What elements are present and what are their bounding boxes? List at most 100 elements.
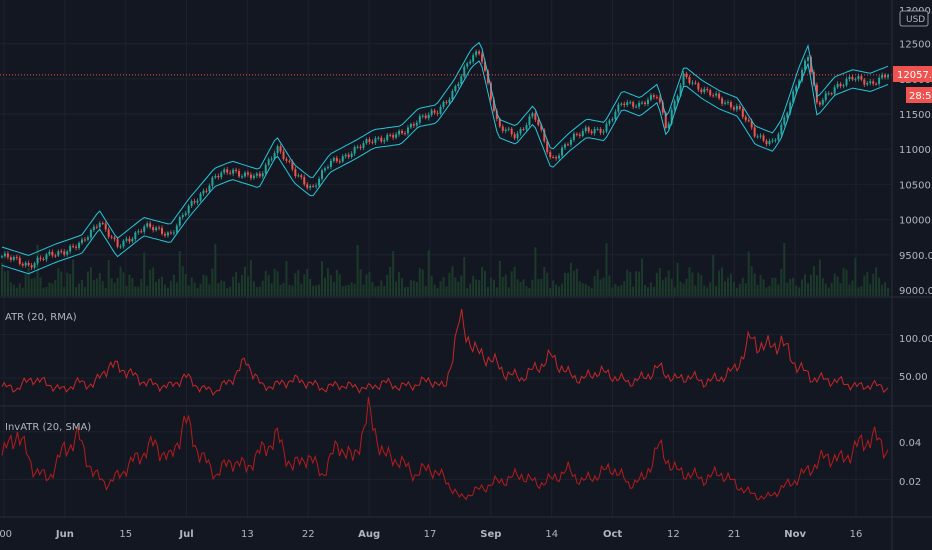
- candle-body: [581, 131, 584, 136]
- volume-bar: [866, 271, 869, 296]
- candle-body: [833, 87, 836, 94]
- volume-bar: [246, 276, 249, 296]
- volume-bar: [836, 276, 839, 296]
- volume-bar: [872, 273, 875, 296]
- volume-bar: [442, 277, 445, 296]
- candle-body: [712, 95, 715, 97]
- volume-bar: [534, 247, 537, 296]
- candle-body: [608, 120, 611, 124]
- candle-body: [801, 69, 804, 81]
- currency-badge[interactable]: [899, 10, 929, 27]
- candle-body: [735, 106, 738, 110]
- volume-bar: [652, 286, 655, 296]
- volume-bar: [421, 269, 424, 296]
- volume-bar: [329, 275, 332, 296]
- candle-body: [39, 257, 42, 259]
- volume-bar: [202, 274, 205, 296]
- candle-body: [442, 101, 445, 107]
- candle-body: [670, 109, 673, 124]
- volume-bar: [801, 279, 804, 296]
- candle-body: [45, 254, 48, 260]
- candle-body: [60, 251, 63, 253]
- volume-bar: [110, 278, 113, 296]
- candle-body: [472, 55, 475, 62]
- volume-bar: [241, 274, 244, 296]
- volume-bar: [383, 285, 386, 296]
- volume-bar: [406, 287, 409, 296]
- volume-bar: [839, 283, 842, 296]
- volume-bar: [789, 278, 792, 296]
- volume-bar: [27, 267, 30, 296]
- volume-bar: [706, 287, 709, 296]
- volume-bar: [531, 279, 534, 296]
- candle-body: [409, 123, 412, 128]
- candle-body: [629, 102, 632, 104]
- candle-body: [122, 240, 125, 247]
- candle-body: [321, 170, 324, 179]
- volume-bar: [792, 277, 795, 296]
- candle-body: [795, 86, 798, 92]
- candle-body: [484, 61, 487, 71]
- candle-body: [697, 83, 700, 90]
- price-pane[interactable]: [0, 41, 892, 275]
- candle-body: [780, 124, 783, 135]
- atr-pane[interactable]: [1, 308, 889, 396]
- volume-bar: [795, 285, 798, 296]
- invatr-pane[interactable]: [1, 397, 889, 501]
- candle-body: [495, 110, 498, 119]
- price-axis[interactable]: 13000.00 USD 9000.009500.0010000.0010500…: [899, 6, 932, 297]
- volume-bar: [72, 259, 75, 296]
- candle-body: [872, 81, 875, 84]
- volume-bar: [466, 287, 469, 296]
- candle-body: [66, 251, 69, 255]
- candle-body: [6, 253, 9, 258]
- candle-body: [181, 215, 184, 218]
- candle-body: [460, 76, 463, 84]
- volume-bar: [30, 278, 33, 296]
- candle-body: [359, 146, 362, 148]
- candle-body: [519, 129, 522, 134]
- candle-body: [839, 83, 842, 87]
- candle-body: [249, 174, 252, 179]
- candle-body: [196, 200, 199, 203]
- volume-bar: [78, 283, 81, 296]
- volume-bar: [881, 284, 884, 296]
- volume-bar: [294, 273, 297, 296]
- candle-body: [374, 138, 377, 143]
- candle-body: [555, 157, 558, 159]
- candle-body: [771, 140, 774, 142]
- candle-body: [658, 97, 661, 103]
- volume-bar: [700, 275, 703, 296]
- volume-bar: [270, 283, 273, 296]
- volume-bar: [69, 273, 72, 296]
- candle-body: [732, 107, 735, 110]
- candle-body: [1, 256, 3, 258]
- volume-bars: [1, 243, 889, 296]
- volume-bar: [649, 282, 652, 296]
- volume-bar: [196, 287, 199, 296]
- volume-bar: [439, 281, 442, 296]
- volume-bar: [128, 274, 131, 296]
- currency-label: USD: [906, 15, 925, 25]
- candle-body: [315, 185, 318, 187]
- candle-body: [881, 74, 884, 78]
- candle-body: [750, 120, 753, 128]
- volume-bar: [193, 282, 196, 296]
- candle-body: [347, 154, 350, 157]
- candle-body: [300, 175, 303, 178]
- candle-body: [700, 89, 703, 93]
- candle-body: [134, 232, 137, 239]
- candle-body: [721, 98, 724, 104]
- volume-bar: [566, 272, 569, 296]
- time-axis[interactable]: :00 Jun 15 Jul 13 22 Aug 17 Sep 14 Oct 12 21 Nov 16: [0, 529, 862, 540]
- volume-bar: [318, 284, 321, 296]
- volume-bar: [608, 275, 611, 296]
- volume-bar: [107, 260, 110, 296]
- time-tick-label: 13: [241, 529, 254, 540]
- volume-bar: [430, 275, 433, 296]
- candle-body: [804, 60, 807, 70]
- volume-bar: [715, 285, 718, 296]
- volume-bar: [744, 283, 747, 296]
